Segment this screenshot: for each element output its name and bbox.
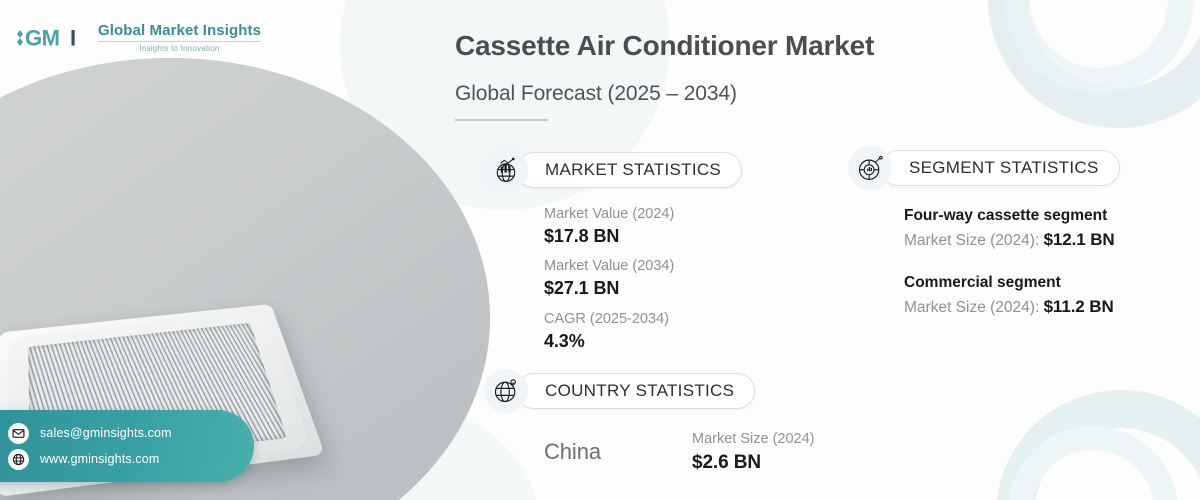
stat-item: Market Value (2034) $27.1 BN	[544, 256, 742, 300]
page-title: Cassette Air Conditioner Market	[455, 30, 875, 61]
brand-tagline: Insights to Innovation	[139, 44, 220, 54]
brand-name: Global Market Insights	[98, 22, 262, 39]
segment-detail: Market Size (2024): $12.1 BN	[904, 227, 1120, 253]
svg-text:I: I	[70, 25, 76, 50]
stat-label: Market Value (2024)	[544, 206, 675, 222]
stat-value: 4.3%	[544, 330, 585, 351]
market-statistics-header[interactable]: MARKET STATISTICS	[484, 148, 743, 192]
segment-statistics-list: Four-way cassette segment Market Size (2…	[848, 204, 1120, 320]
segment-name: Commercial segment	[904, 273, 1061, 291]
decorative-ring-top-right-inner	[1004, 0, 1194, 94]
stat-label: Market Value (2034)	[544, 258, 675, 275]
contact-website-row[interactable]: www.gminsights.com	[8, 448, 254, 470]
segment-size-value: $11.2 BN	[1043, 297, 1114, 316]
country-statistics-label: COUNTRY STATISTICS	[516, 373, 756, 409]
country-statistics-header[interactable]: COUNTRY STATISTICS	[484, 369, 815, 413]
market-statistics-list: Market Value (2024) $17.8 BN Market Valu…	[484, 204, 742, 353]
stat-value: $17.8 BN	[544, 226, 620, 247]
gmi-logo-mark-icon: GM I	[14, 23, 90, 53]
segment-statistics-header[interactable]: SEGMENT STATISTICS	[848, 146, 1120, 190]
title-divider	[455, 119, 548, 121]
segment-size-label: Market Size (2024):	[904, 232, 1044, 250]
stat-label: CAGR (2025-2034)	[544, 310, 669, 327]
stat-value: $27.1 BN	[544, 278, 620, 299]
segment-statistics-label: SEGMENT STATISTICS	[880, 150, 1120, 186]
contact-email-text: sales@gminsights.com	[40, 426, 172, 440]
segment-name: Four-way cassette segment	[904, 207, 1108, 224]
contact-email-row[interactable]: sales@gminsights.com	[8, 422, 254, 444]
envelope-icon	[8, 422, 29, 444]
segment-item: Four-way cassette segment Market Size (2…	[904, 204, 1120, 253]
segment-size-label: Market Size (2024):	[904, 299, 1044, 316]
globe-icon	[8, 448, 29, 470]
brand-logo[interactable]: GM I Global Market Insights Insights to …	[14, 22, 262, 54]
contact-website-text: www.gminsights.com	[40, 452, 160, 466]
stat-item: CAGR (2025-2034) 4.3%	[544, 309, 742, 353]
segment-statistics-block: SEGMENT STATISTICS Four-way cassette seg…	[848, 146, 1120, 338]
stat-item: Market Value (2024) $17.8 BN	[544, 204, 742, 248]
market-statistics-label: MARKET STATISTICS	[516, 152, 743, 188]
globe-bar-chart-icon	[484, 148, 528, 192]
decorative-ring-bottom-right	[996, 390, 1200, 500]
market-statistics-block: MARKET STATISTICS Market Value (2024) $1…	[484, 148, 743, 361]
country-statistics-block: COUNTRY STATISTICS China Market Size (20…	[484, 369, 815, 475]
page-subtitle: Global Forecast (2025 – 2034)	[455, 82, 737, 105]
country-name: China	[544, 439, 601, 464]
contact-bar: sales@gminsights.com www.gminsights.com	[0, 410, 254, 482]
segment-item: Commercial segment Market Size (2024): $…	[904, 271, 1120, 320]
globe-pin-icon	[484, 369, 528, 413]
decorative-ring-top-right	[988, 0, 1200, 128]
country-statistics-row: China Market Size (2024) $2.6 BN	[484, 429, 815, 475]
segment-detail: Market Size (2024): $11.2 BN	[904, 294, 1120, 320]
segment-size-value: $12.1 BN	[1043, 230, 1115, 250]
donut-chart-icon	[848, 146, 892, 190]
country-value-group: Market Size (2024) $2.6 BN	[692, 429, 815, 475]
decorative-ring-bottom-right-inner	[1008, 426, 1178, 500]
country-size-value: $2.6 BN	[692, 451, 762, 473]
svg-text:GM: GM	[25, 25, 59, 50]
country-size-label: Market Size (2024)	[692, 431, 815, 447]
logo-divider	[98, 41, 262, 43]
